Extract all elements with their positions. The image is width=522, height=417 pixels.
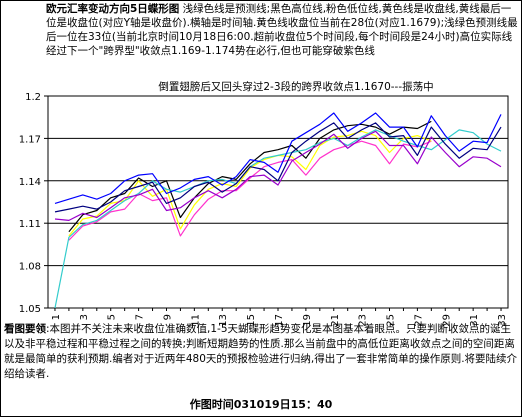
series-line-black xyxy=(68,120,432,233)
x-tick-label: 29 xyxy=(441,314,452,327)
series-line-cyan xyxy=(54,129,502,309)
x-tick-label: 19 xyxy=(302,314,313,327)
x-tick-label: 21 xyxy=(330,314,341,327)
x-tick-label: 1 xyxy=(51,314,62,320)
plot-area xyxy=(47,95,509,309)
y-tick-label: 1.17 xyxy=(19,134,41,145)
x-tick-label: 27 xyxy=(413,314,424,327)
x-tick-label: 23 xyxy=(358,314,369,327)
x-tick-label: 7 xyxy=(135,314,146,320)
y-tick-label: 1.05 xyxy=(19,304,41,315)
series-line-blue xyxy=(54,112,502,204)
y-axis: 1.05 1.08 1.11 1.14 1.17 1.2 xyxy=(19,92,48,315)
y-tick-label: 1.11 xyxy=(19,219,41,230)
series-line-navy xyxy=(54,122,502,213)
series-group xyxy=(54,112,502,309)
chart-timestamp: 作图时间031019日15：40 xyxy=(189,398,333,411)
chart-description: 浅绿色线是预测线;黑色高位线,粉色低位线,黄色线是收盘线,黄线最后一位是收盘位(… xyxy=(46,3,518,57)
y-tick-label: 1.14 xyxy=(19,177,41,188)
y-tick-label: 1.2 xyxy=(25,92,41,103)
x-tick-label: 31 xyxy=(469,314,480,327)
series-line-violet xyxy=(54,130,502,221)
x-tick-label: 13 xyxy=(218,314,229,327)
chart-title: 欧元汇率变动方向5日蝶形图 xyxy=(46,3,180,15)
x-tick-label: 11 xyxy=(190,314,201,327)
x-tick-label: 15 xyxy=(246,314,257,327)
x-tick-label: 33 xyxy=(497,314,508,327)
x-tick-label: 17 xyxy=(274,314,285,327)
y-tick-label: 1.08 xyxy=(19,262,41,273)
series-line-pink xyxy=(68,140,432,241)
x-tick-label: 25 xyxy=(386,314,397,327)
reading-guide-lead: 看图要领 xyxy=(4,323,46,335)
chart-header: 欧元汇率变动方向5日蝶形图 浅绿色线是预测线;黑色高位线,粉色低位线,黄色线是收… xyxy=(46,2,518,58)
x-tick-label: 3 xyxy=(79,314,90,320)
x-axis: 1 3 5 7 9 11 13 15 17 19 21 23 25 27 29 31 33 xyxy=(51,308,508,327)
x-tick-label: 5 xyxy=(107,314,118,320)
reading-guide-body: :本图并不关注未来收盘位准确数值,1-5天蝴蝶形趋势变化是本图基本着眼点。只要判… xyxy=(4,323,518,380)
reading-guide: 看图要领:本图并不关注未来收盘位准确数值,1-5天蝴蝶形趋势变化是本图基本着眼点… xyxy=(4,322,518,382)
annotation-banner: 倒置翅膀后又回头穿过2-3段的跨界收敛点1.1670---振荡中 xyxy=(96,80,496,94)
x-tick-label: 9 xyxy=(162,314,173,320)
